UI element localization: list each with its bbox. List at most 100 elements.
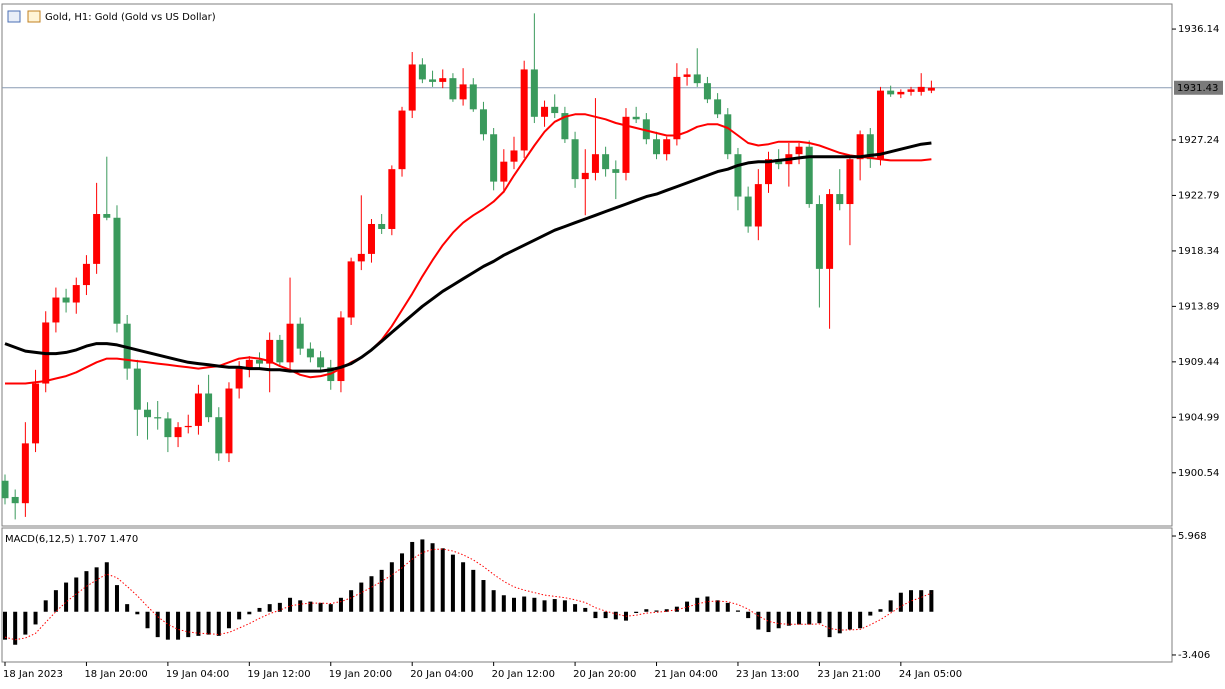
candle-body	[449, 78, 457, 100]
macd-bar	[512, 597, 516, 612]
candle-body	[490, 134, 498, 182]
y-tick-label: 5.968	[1178, 531, 1207, 542]
candle-body	[917, 86, 925, 92]
candle-body	[530, 69, 538, 117]
moving-average	[4, 141, 932, 373]
macd-bar	[817, 611, 822, 624]
candle-body	[306, 348, 314, 358]
macd-bar	[410, 541, 415, 612]
candle-body	[266, 339, 274, 364]
y-tick-label: 1909.44	[1178, 357, 1219, 368]
candle-body	[907, 89, 915, 92]
macd-bar	[898, 592, 903, 612]
signal-line	[4, 548, 932, 641]
macd-bar	[695, 597, 700, 612]
candle-body	[714, 99, 722, 115]
y-tick-label: 1900.54	[1178, 468, 1219, 479]
macd-bar	[74, 577, 79, 612]
candle-body	[642, 119, 650, 140]
macd-bar	[84, 571, 89, 612]
candle-body	[408, 64, 416, 111]
candle-body	[439, 78, 447, 82]
macd-bar	[552, 599, 557, 612]
candle-body	[571, 139, 579, 180]
chart-icon[interactable]	[27, 10, 41, 23]
x-tick-label: 18 Jan 2023	[3, 669, 63, 680]
macd-bar	[400, 553, 405, 612]
candle-body	[469, 84, 477, 110]
candle-body	[1, 480, 9, 499]
candle-body	[11, 496, 19, 504]
candle-body	[693, 74, 701, 84]
candle-body	[510, 150, 518, 162]
macd-bar	[725, 602, 730, 612]
candle-body	[21, 443, 29, 504]
window-icon[interactable]	[7, 10, 21, 23]
macd-bar	[349, 590, 354, 612]
candle-body	[82, 263, 90, 286]
macd-bar	[807, 611, 812, 625]
candle-body	[612, 169, 620, 173]
candle-body	[927, 87, 935, 91]
macd-bar	[858, 611, 863, 629]
macd-bar	[23, 611, 28, 635]
macd-bar	[837, 611, 842, 634]
x-tick-label: 24 Jan 05:00	[899, 669, 962, 680]
macd-bar	[94, 567, 99, 612]
candle-body	[62, 297, 70, 303]
candle-body	[887, 90, 895, 95]
candle-body	[500, 161, 508, 182]
candle-body	[673, 76, 681, 140]
macd-bar	[797, 611, 802, 625]
candle-body	[32, 383, 40, 444]
candle-body	[113, 217, 121, 324]
candle-body	[337, 317, 345, 382]
candle-body	[133, 368, 141, 410]
candle-body	[378, 223, 386, 229]
macd-bar	[532, 597, 537, 612]
macd-bar	[664, 609, 669, 612]
macd-bar	[288, 597, 293, 612]
main-panel	[1, 3, 1173, 527]
candle-body	[215, 417, 223, 454]
candle-body	[632, 116, 640, 120]
macd-bar	[247, 611, 252, 615]
macd-bar	[420, 539, 425, 612]
macd-bar	[674, 606, 679, 612]
macd-bar	[298, 600, 303, 612]
current-price-label: 1931.43	[1177, 83, 1218, 94]
candle-body	[744, 196, 752, 227]
candle-body	[72, 285, 80, 303]
macd-bar	[3, 611, 7, 640]
current-price-box	[1174, 80, 1223, 95]
candle-body	[795, 146, 803, 155]
candle-body	[846, 159, 854, 205]
macd-bar	[318, 602, 323, 612]
macd-bar	[369, 576, 374, 612]
macd-bar	[186, 611, 191, 638]
macd-bar	[461, 562, 466, 612]
candle-body	[663, 139, 671, 155]
candle-body	[398, 110, 406, 170]
candle-body	[866, 134, 874, 160]
candle-body	[256, 359, 263, 364]
macd-bar	[542, 600, 547, 612]
macd-bar	[379, 569, 384, 612]
macd-bar	[328, 604, 333, 612]
moving-average	[5, 113, 932, 385]
macd-bar	[338, 597, 343, 612]
x-tick-label: 21 Jan 04:00	[655, 669, 718, 680]
candle-body	[52, 297, 60, 323]
candle-body	[245, 359, 253, 369]
candle-body	[805, 146, 813, 205]
macd-bar	[226, 611, 231, 629]
y-tick-label: 1936.14	[1178, 24, 1219, 35]
candle-body	[541, 106, 549, 117]
y-tick-label: 1927.24	[1178, 135, 1219, 146]
candle-body	[194, 393, 202, 426]
macd-bar	[206, 611, 211, 635]
x-tick-label: 19 Jan 04:00	[166, 669, 229, 680]
candle-body	[205, 393, 213, 418]
macd-bar	[522, 596, 527, 612]
